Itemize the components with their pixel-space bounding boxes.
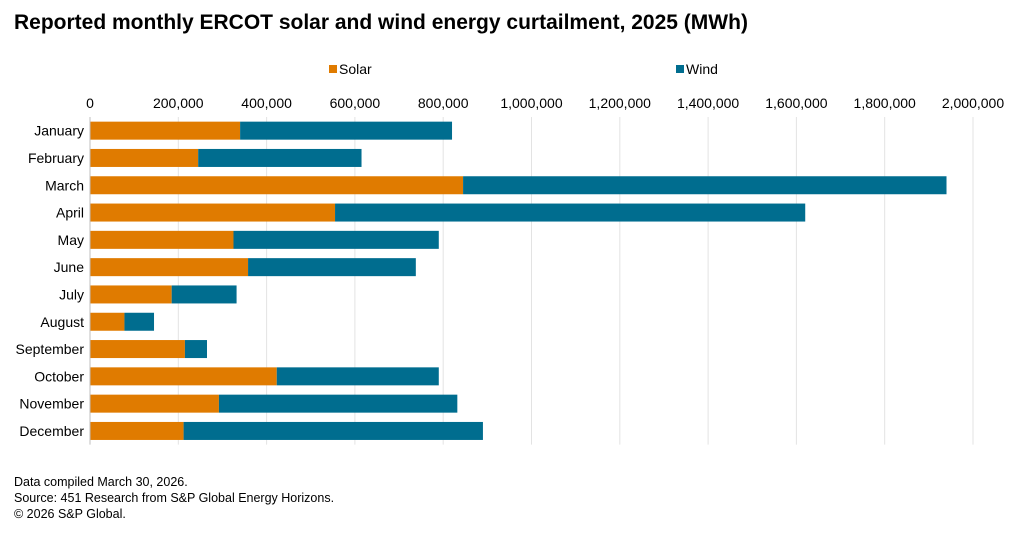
bar-wind (233, 230, 439, 249)
category-label: April (56, 205, 84, 221)
category-label: September (16, 341, 85, 357)
bar-solar (90, 394, 219, 413)
bar-solar (90, 340, 185, 359)
bar-solar (90, 203, 336, 222)
bar-solar (90, 230, 234, 249)
category-label: July (59, 286, 84, 302)
x-tick-label: 0 (86, 95, 94, 111)
bar-wind (198, 148, 362, 167)
legend-swatch-solar (329, 65, 337, 73)
bar-solar (90, 285, 172, 304)
x-tick-label: 1,600,000 (765, 95, 827, 111)
bar-wind (171, 285, 237, 304)
bar-solar (90, 312, 125, 331)
x-tick-label: 1,400,000 (677, 95, 739, 111)
chart-title: Reported monthly ERCOT solar and wind en… (14, 11, 748, 34)
x-tick-label: 400,000 (241, 95, 292, 111)
category-label: November (19, 396, 84, 412)
bar-wind (124, 312, 155, 331)
legend-swatch-wind (676, 65, 684, 73)
bar-solar (90, 176, 464, 195)
category-label: August (40, 314, 84, 330)
bar-solar (90, 421, 184, 440)
category-label: May (58, 232, 84, 248)
x-tick-label: 800,000 (418, 95, 469, 111)
x-tick-label: 600,000 (330, 95, 381, 111)
category-label: December (19, 423, 84, 439)
x-tick-label: 200,000 (153, 95, 204, 111)
category-label: February (28, 150, 84, 166)
chart-footer: Data compiled March 30, 2026. Source: 45… (14, 474, 334, 522)
footer-date-note: Data compiled March 30, 2026. (14, 475, 188, 489)
bar-solar (90, 148, 199, 167)
legend-item-wind: Wind (676, 61, 718, 77)
category-label: October (34, 368, 84, 384)
legend-label-wind: Wind (686, 61, 718, 77)
bar-solar (90, 121, 241, 140)
footer-source: Source: 451 Research from S&P Global Ene… (14, 491, 335, 505)
footer-copyright: © 2026 S&P Global. (14, 507, 126, 521)
bar-wind (240, 121, 453, 140)
bar-wind (248, 258, 416, 277)
legend-item-solar: Solar (329, 61, 372, 77)
x-tick-label: 1,200,000 (589, 95, 651, 111)
x-tick-label: 2,000,000 (942, 95, 1004, 111)
bar-chart: 0 200,000 400,000 600,000 800,000 1,000,000 1,… (16, 95, 1004, 445)
category-label: June (54, 259, 85, 275)
bar-wind (184, 340, 207, 359)
legend-label-solar: Solar (339, 61, 372, 77)
category-label: March (45, 177, 84, 193)
x-tick-label: 1,000,000 (500, 95, 562, 111)
bar-wind (276, 367, 439, 386)
bar-wind (183, 421, 483, 440)
bar-wind (218, 394, 458, 413)
category-label: January (34, 123, 84, 139)
bar-solar (90, 258, 249, 277)
bar-wind (335, 203, 806, 222)
bar-solar (90, 367, 277, 386)
x-tick-label: 1,800,000 (854, 95, 916, 111)
bar-wind (463, 176, 947, 195)
